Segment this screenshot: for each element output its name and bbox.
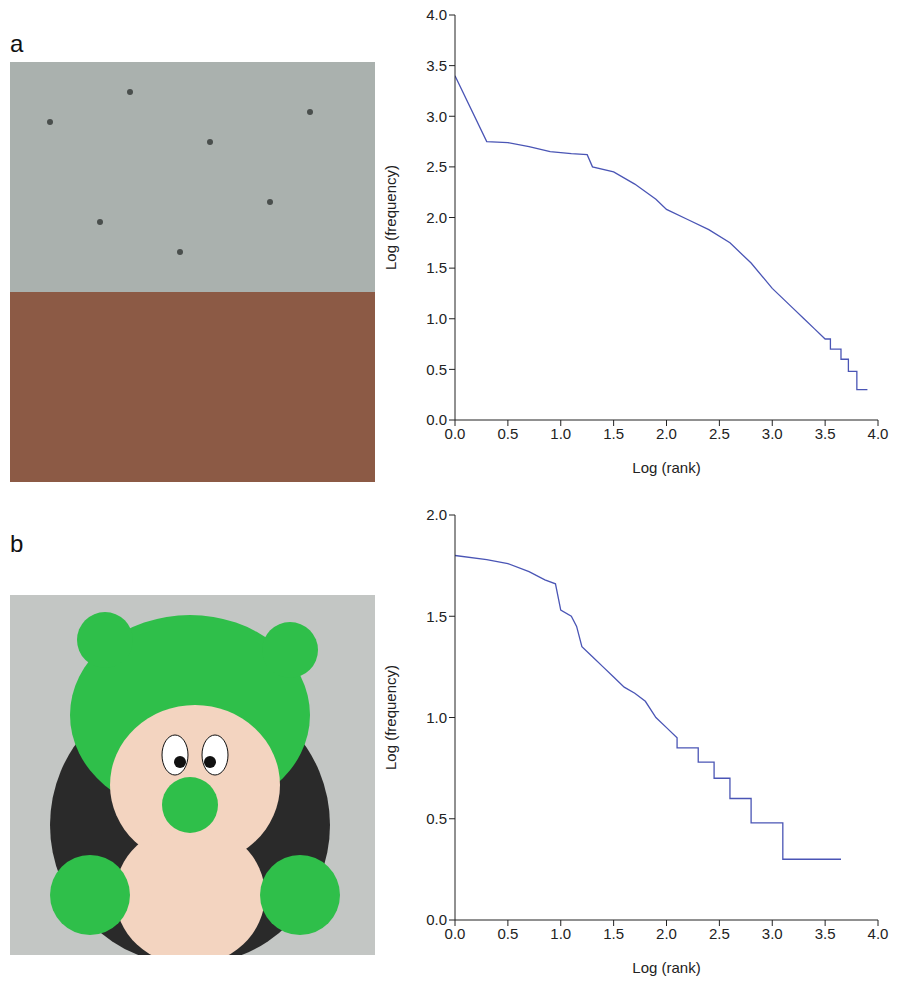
svg-text:Log (rank): Log (rank) bbox=[632, 959, 700, 976]
svg-text:1.0: 1.0 bbox=[550, 925, 571, 942]
svg-text:0.0: 0.0 bbox=[445, 925, 466, 942]
svg-text:3.5: 3.5 bbox=[815, 425, 836, 442]
svg-text:2.5: 2.5 bbox=[709, 425, 730, 442]
svg-text:Log (rank): Log (rank) bbox=[632, 459, 700, 476]
svg-text:0.0: 0.0 bbox=[426, 411, 447, 428]
svg-text:3.0: 3.0 bbox=[762, 925, 783, 942]
html-text:b: b bbox=[10, 530, 24, 557]
svg-text:0.5: 0.5 bbox=[497, 925, 518, 942]
svg-text:4.0: 4.0 bbox=[868, 925, 889, 942]
svg-text:1.0: 1.0 bbox=[550, 425, 571, 442]
svg-text:3.0: 3.0 bbox=[426, 108, 447, 125]
svg-text:2.5: 2.5 bbox=[426, 158, 447, 175]
svg-text:2.0: 2.0 bbox=[426, 506, 447, 523]
svg-text:1.0: 1.0 bbox=[426, 709, 447, 726]
svg-text:Log (frequency): Log (frequency) bbox=[382, 165, 399, 270]
svg-text:1.5: 1.5 bbox=[603, 925, 624, 942]
svg-text:1.0: 1.0 bbox=[426, 310, 447, 327]
svg-text:2.0: 2.0 bbox=[656, 925, 677, 942]
svg-text:3.0: 3.0 bbox=[762, 425, 783, 442]
svg-text:1.5: 1.5 bbox=[426, 608, 447, 625]
svg-text:1.5: 1.5 bbox=[603, 425, 624, 442]
svg-text:0.0: 0.0 bbox=[426, 911, 447, 928]
svg-text:3.5: 3.5 bbox=[426, 57, 447, 74]
svg-text:0.5: 0.5 bbox=[497, 425, 518, 442]
svg-text:2.0: 2.0 bbox=[426, 209, 447, 226]
html-text:a: a bbox=[10, 30, 24, 57]
svg-text:4.0: 4.0 bbox=[426, 6, 447, 23]
svg-text:1.5: 1.5 bbox=[426, 259, 447, 276]
svg-text:0.0: 0.0 bbox=[445, 425, 466, 442]
svg-text:3.5: 3.5 bbox=[815, 925, 836, 942]
svg-text:4.0: 4.0 bbox=[868, 425, 889, 442]
svg-text:2.5: 2.5 bbox=[709, 925, 730, 942]
svg-text:Log (frequency): Log (frequency) bbox=[382, 665, 399, 770]
svg-text:0.5: 0.5 bbox=[426, 361, 447, 378]
svg-text:2.0: 2.0 bbox=[656, 425, 677, 442]
svg-text:0.5: 0.5 bbox=[426, 810, 447, 827]
